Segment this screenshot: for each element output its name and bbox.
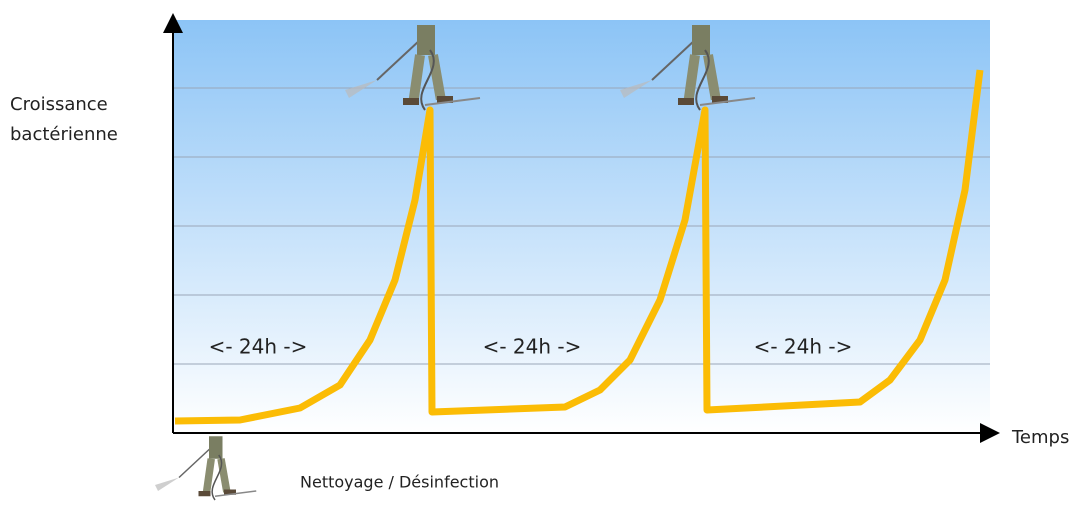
axes [163,13,1000,443]
growth-curve [174,69,984,425]
y-axis-label: bactérienne [10,124,118,145]
interval-label: <- 24h -> [209,335,308,359]
x-axis-label: Temps [1011,427,1069,448]
interval-label: <- 24h -> [483,335,582,359]
legend-icon [154,435,257,501]
y-axis-label: Croissance [10,94,108,115]
interval-label: <- 24h -> [754,335,853,359]
legend-label: Nettoyage / Désinfection [300,473,499,492]
grid [173,87,990,365]
